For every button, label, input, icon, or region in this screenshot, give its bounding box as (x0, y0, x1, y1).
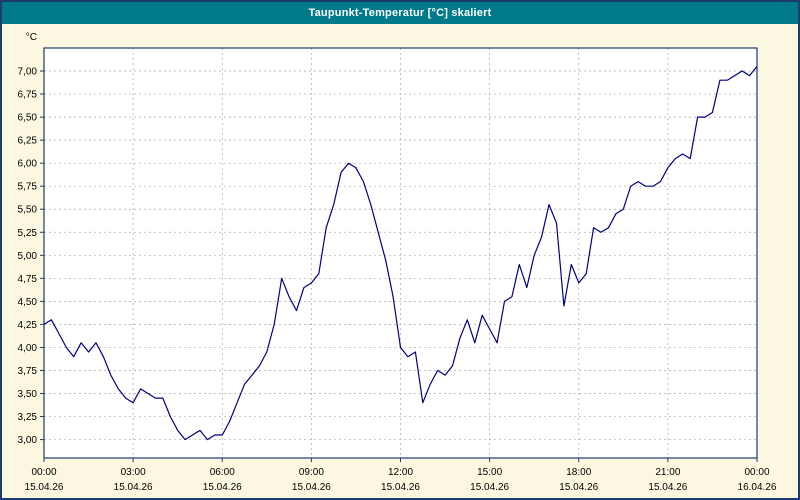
y-tick-label: 3,25 (18, 412, 38, 423)
y-tick-label: 6,50 (18, 113, 38, 124)
window-title: Taupunkt-Temperatur [°C] skaliert (308, 7, 492, 19)
y-tick-label: 6,75 (18, 90, 38, 101)
y-tick-label: 4,25 (18, 320, 38, 331)
x-tick-time: 06:00 (210, 467, 235, 478)
plot-border (43, 47, 758, 459)
y-tick-label: 4,75 (18, 274, 38, 285)
y-axis-unit-label: °C (26, 32, 37, 43)
y-tick-label: 5,75 (18, 182, 38, 193)
x-tick-time: 00:00 (744, 467, 769, 478)
y-tick-label: 4,00 (18, 343, 38, 354)
x-tick-time: 09:00 (299, 467, 324, 478)
y-tick-label: 3,75 (18, 366, 38, 377)
x-tick-time: 00:00 (31, 467, 56, 478)
y-tick-label: 5,50 (18, 205, 38, 216)
x-tick-date: 16.04.26 (738, 482, 777, 493)
x-tick-date: 15.04.26 (203, 482, 242, 493)
x-tick-date: 15.04.26 (25, 482, 64, 493)
x-tick-date: 15.04.26 (292, 482, 331, 493)
window-title-bar: Taupunkt-Temperatur [°C] skaliert (2, 2, 798, 24)
y-tick-label: 4,50 (18, 297, 38, 308)
y-tick-label: 5,00 (18, 251, 38, 262)
y-tick-label: 7,00 (18, 67, 38, 78)
x-tick-date: 15.04.26 (648, 482, 687, 493)
dewpoint-series-line (43, 66, 758, 441)
x-tick-time: 21:00 (655, 467, 680, 478)
y-tick-label: 3,50 (18, 389, 38, 400)
y-tick-label: 5,25 (18, 228, 38, 239)
y-tick-label: 6,00 (18, 159, 38, 170)
y-tick-label: 3,00 (18, 435, 38, 446)
x-tick-time: 18:00 (566, 467, 591, 478)
chart-area: 7,00 6,75 6,50 6,25 6,00 5,75 5,50 5,25 5,00 4,75… (2, 24, 798, 498)
x-tick-date: 15.04.26 (470, 482, 509, 493)
x-tick-date: 15.04.26 (559, 482, 598, 493)
y-tick-label: 6,25 (18, 136, 38, 147)
x-tick-date: 15.04.26 (381, 482, 420, 493)
x-tick-time: 12:00 (388, 467, 413, 478)
dewpoint-line-chart: 7,00 6,75 6,50 6,25 6,00 5,75 5,50 5,25 5,00 4,75… (18, 32, 777, 493)
x-tick-date: 15.04.26 (114, 482, 153, 493)
x-tick-time: 03:00 (121, 467, 146, 478)
x-tick-time: 15:00 (477, 467, 502, 478)
